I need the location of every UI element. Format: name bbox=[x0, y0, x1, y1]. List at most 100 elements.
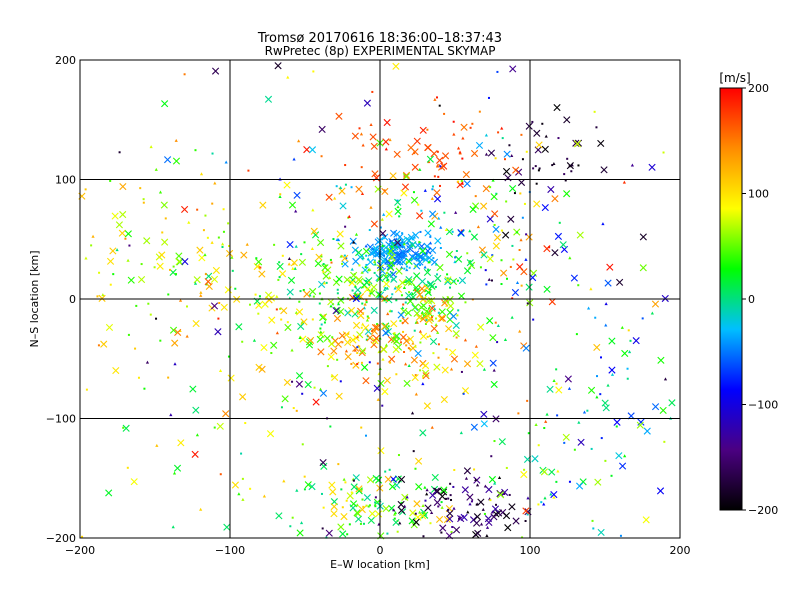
data-point bbox=[244, 422, 247, 425]
data-point bbox=[437, 343, 440, 346]
data-point bbox=[395, 267, 403, 275]
data-point bbox=[526, 513, 529, 516]
data-point bbox=[433, 498, 441, 507]
data-point bbox=[374, 501, 377, 504]
data-point bbox=[554, 232, 563, 240]
data-point bbox=[328, 340, 336, 348]
data-point bbox=[258, 295, 261, 298]
data-point bbox=[460, 370, 463, 373]
data-point bbox=[382, 138, 390, 146]
data-point bbox=[532, 318, 535, 321]
data-point bbox=[329, 425, 332, 428]
data-point bbox=[627, 350, 632, 354]
data-point bbox=[436, 96, 439, 99]
data-point bbox=[410, 356, 418, 364]
data-point bbox=[435, 317, 438, 320]
data-point bbox=[292, 407, 295, 410]
data-point bbox=[512, 517, 520, 525]
data-point bbox=[323, 321, 326, 324]
data-point bbox=[621, 349, 629, 358]
data-point bbox=[445, 228, 454, 236]
data-point bbox=[415, 313, 423, 321]
data-point bbox=[452, 132, 456, 136]
data-point bbox=[425, 252, 428, 255]
data-point bbox=[358, 506, 366, 514]
data-point bbox=[412, 450, 415, 453]
data-point bbox=[446, 273, 449, 276]
data-point bbox=[331, 373, 339, 381]
data-point bbox=[492, 242, 500, 250]
data-point bbox=[384, 274, 387, 277]
data-point bbox=[405, 278, 413, 286]
data-point bbox=[275, 294, 279, 298]
data-point bbox=[474, 529, 482, 537]
data-point bbox=[438, 308, 446, 316]
data-point bbox=[361, 256, 365, 260]
data-point bbox=[203, 253, 207, 257]
data-point bbox=[418, 277, 426, 286]
data-point bbox=[525, 122, 533, 130]
data-point bbox=[255, 301, 263, 309]
data-point bbox=[178, 298, 183, 302]
data-point bbox=[461, 136, 465, 140]
data-point bbox=[445, 325, 453, 333]
data-point bbox=[324, 264, 327, 267]
data-point bbox=[318, 387, 323, 391]
data-point bbox=[468, 229, 472, 233]
data-point bbox=[412, 518, 420, 526]
data-point bbox=[413, 262, 421, 270]
data-point bbox=[118, 151, 121, 154]
data-point bbox=[555, 480, 558, 483]
data-point bbox=[426, 155, 434, 163]
data-point bbox=[518, 249, 521, 252]
data-point bbox=[568, 256, 572, 260]
data-point bbox=[405, 257, 413, 265]
data-point bbox=[100, 340, 108, 348]
data-point bbox=[391, 293, 394, 296]
data-point bbox=[325, 281, 328, 284]
data-point bbox=[380, 217, 384, 221]
data-point bbox=[456, 279, 459, 282]
data-point bbox=[466, 493, 474, 501]
data-point bbox=[626, 377, 629, 380]
data-point bbox=[531, 120, 534, 123]
data-point bbox=[447, 302, 455, 310]
data-point bbox=[255, 257, 258, 260]
data-point bbox=[371, 323, 380, 332]
data-point bbox=[405, 344, 408, 347]
data-point bbox=[500, 126, 504, 130]
data-point bbox=[351, 289, 354, 292]
data-point bbox=[577, 420, 581, 424]
data-point bbox=[446, 277, 449, 280]
data-point bbox=[360, 192, 365, 196]
data-point bbox=[610, 372, 615, 376]
data-point bbox=[410, 292, 415, 296]
data-point bbox=[426, 128, 429, 131]
data-point bbox=[275, 512, 283, 520]
data-point bbox=[277, 278, 280, 281]
data-point bbox=[613, 418, 621, 426]
data-point bbox=[337, 296, 345, 304]
data-point bbox=[199, 293, 203, 297]
data-point bbox=[643, 427, 651, 435]
data-point bbox=[522, 507, 530, 515]
data-point bbox=[636, 421, 644, 429]
data-point bbox=[491, 178, 495, 182]
data-point bbox=[361, 286, 364, 289]
data-point bbox=[361, 302, 364, 305]
data-point bbox=[294, 244, 298, 248]
data-point bbox=[396, 233, 404, 241]
data-point bbox=[173, 464, 182, 472]
colorbar-gradient bbox=[719, 87, 743, 511]
data-point bbox=[414, 289, 417, 292]
data-point bbox=[341, 254, 349, 262]
data-point bbox=[127, 276, 135, 284]
data-point bbox=[289, 525, 292, 528]
data-point bbox=[341, 506, 344, 509]
data-point bbox=[172, 265, 175, 268]
data-point bbox=[361, 143, 365, 147]
data-point bbox=[416, 253, 424, 261]
data-point bbox=[361, 266, 369, 274]
data-point bbox=[181, 205, 189, 214]
data-point bbox=[370, 290, 373, 293]
